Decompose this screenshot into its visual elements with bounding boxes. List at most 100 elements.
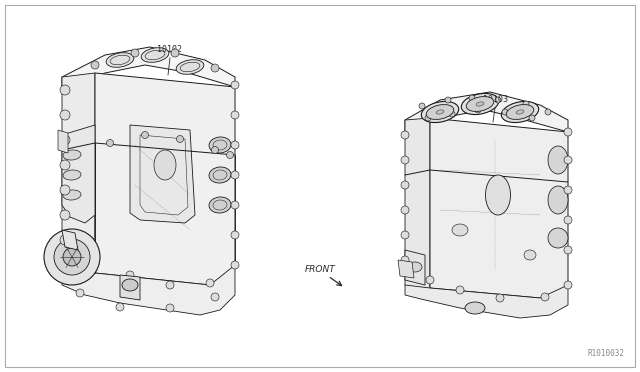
Circle shape [419, 103, 425, 109]
Polygon shape [405, 285, 568, 318]
Circle shape [141, 131, 148, 138]
Ellipse shape [408, 262, 422, 272]
Circle shape [231, 201, 239, 209]
Circle shape [231, 261, 239, 269]
Ellipse shape [421, 102, 459, 122]
Text: R1010032: R1010032 [588, 349, 625, 358]
Circle shape [545, 109, 551, 115]
Text: 10103: 10103 [483, 95, 509, 104]
Polygon shape [62, 265, 235, 315]
Circle shape [60, 185, 70, 195]
Polygon shape [58, 130, 68, 153]
Circle shape [475, 107, 481, 113]
Circle shape [456, 286, 464, 294]
Circle shape [131, 49, 139, 57]
Circle shape [401, 256, 409, 264]
Circle shape [401, 231, 409, 239]
Circle shape [401, 206, 409, 214]
Polygon shape [62, 230, 78, 250]
Circle shape [206, 279, 214, 287]
Circle shape [211, 293, 219, 301]
Circle shape [60, 85, 70, 95]
Circle shape [106, 140, 113, 147]
Ellipse shape [154, 150, 176, 180]
Circle shape [60, 210, 70, 220]
Circle shape [231, 141, 239, 149]
Polygon shape [120, 275, 140, 300]
Circle shape [529, 115, 535, 121]
Circle shape [564, 246, 572, 254]
Circle shape [449, 111, 455, 117]
Circle shape [211, 147, 218, 154]
Polygon shape [130, 125, 195, 223]
Polygon shape [62, 125, 95, 223]
Ellipse shape [476, 102, 484, 106]
Circle shape [502, 109, 508, 115]
Ellipse shape [486, 175, 511, 215]
Ellipse shape [548, 186, 568, 214]
Circle shape [469, 95, 475, 101]
Circle shape [564, 281, 572, 289]
Circle shape [76, 289, 84, 297]
Ellipse shape [506, 105, 534, 119]
Circle shape [231, 81, 239, 89]
Circle shape [227, 151, 234, 158]
Text: 10102: 10102 [157, 45, 182, 54]
Circle shape [564, 216, 572, 224]
Circle shape [60, 160, 70, 170]
Circle shape [231, 171, 239, 179]
Circle shape [177, 135, 184, 142]
Polygon shape [430, 118, 568, 298]
Polygon shape [405, 92, 568, 132]
Circle shape [401, 156, 409, 164]
Ellipse shape [63, 190, 81, 200]
Ellipse shape [63, 170, 81, 180]
Circle shape [63, 248, 81, 266]
Circle shape [166, 281, 174, 289]
Ellipse shape [516, 110, 524, 114]
Ellipse shape [436, 110, 444, 114]
Ellipse shape [209, 137, 231, 153]
Ellipse shape [548, 146, 568, 174]
Ellipse shape [426, 105, 454, 119]
Ellipse shape [209, 197, 231, 213]
Circle shape [564, 128, 572, 136]
Ellipse shape [122, 279, 138, 291]
Polygon shape [62, 47, 235, 90]
Circle shape [54, 239, 90, 275]
Circle shape [401, 131, 409, 139]
Circle shape [211, 64, 219, 72]
Circle shape [126, 271, 134, 279]
Circle shape [564, 186, 572, 194]
Circle shape [60, 135, 70, 145]
Circle shape [60, 235, 70, 245]
Polygon shape [405, 118, 430, 295]
Ellipse shape [452, 224, 468, 236]
Circle shape [425, 115, 431, 121]
Ellipse shape [461, 93, 499, 115]
Polygon shape [95, 73, 235, 285]
Circle shape [523, 101, 529, 107]
Circle shape [44, 229, 100, 285]
Circle shape [231, 111, 239, 119]
Ellipse shape [106, 53, 134, 67]
Circle shape [496, 294, 504, 302]
Polygon shape [398, 260, 414, 278]
Circle shape [91, 61, 99, 69]
Ellipse shape [466, 97, 494, 112]
Circle shape [445, 97, 451, 103]
Ellipse shape [465, 302, 485, 314]
Circle shape [60, 110, 70, 120]
Circle shape [426, 276, 434, 284]
Text: FRONT: FRONT [305, 266, 335, 275]
Ellipse shape [548, 228, 568, 248]
Ellipse shape [63, 150, 81, 160]
Circle shape [541, 293, 549, 301]
Circle shape [116, 303, 124, 311]
Circle shape [564, 156, 572, 164]
Ellipse shape [524, 250, 536, 260]
Ellipse shape [209, 167, 231, 183]
Ellipse shape [176, 60, 204, 74]
Polygon shape [62, 73, 95, 280]
Circle shape [166, 304, 174, 312]
